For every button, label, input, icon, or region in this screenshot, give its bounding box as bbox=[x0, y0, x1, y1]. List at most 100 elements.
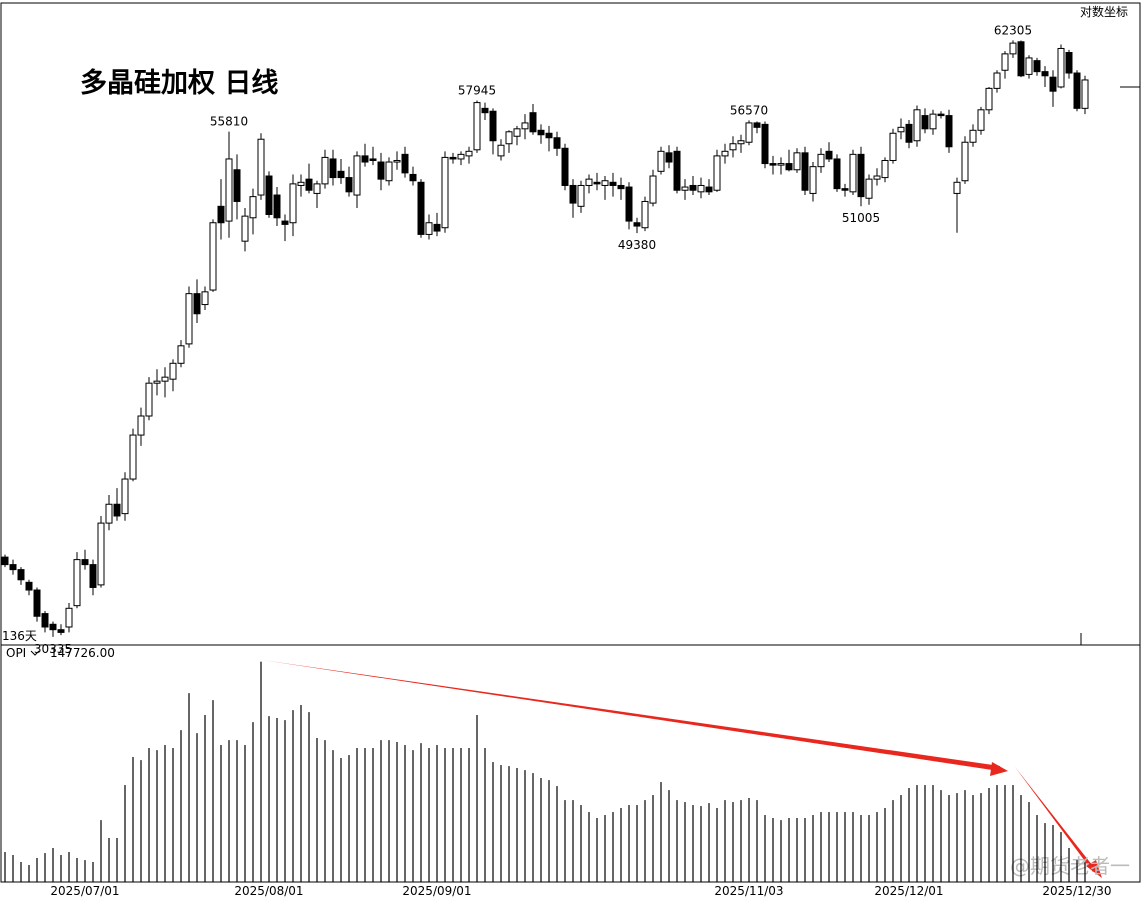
candle-body bbox=[937, 113, 945, 117]
candle-body bbox=[833, 158, 841, 190]
candle-body bbox=[313, 183, 321, 194]
candle-body bbox=[489, 110, 497, 142]
candle-body bbox=[1009, 42, 1017, 55]
candle-body bbox=[1049, 76, 1057, 92]
candle-body bbox=[233, 169, 241, 202]
candle-body bbox=[217, 205, 225, 224]
candle-body bbox=[697, 184, 705, 193]
candle-body bbox=[705, 186, 713, 193]
candle-body bbox=[337, 170, 345, 179]
candle-body bbox=[865, 178, 873, 199]
candle-body bbox=[529, 112, 537, 133]
candle-body bbox=[961, 141, 969, 182]
candle-body bbox=[257, 138, 265, 196]
high-label: 62305 bbox=[994, 23, 1032, 37]
candle-body bbox=[609, 181, 617, 186]
candle-body bbox=[913, 109, 921, 142]
candle-body bbox=[921, 115, 929, 130]
candle-body bbox=[1041, 71, 1049, 77]
candle-body bbox=[481, 107, 489, 114]
candle-body bbox=[89, 564, 97, 588]
candle-body bbox=[33, 589, 41, 617]
candle-body bbox=[497, 144, 505, 157]
candle-body bbox=[889, 132, 897, 161]
candle-body bbox=[97, 522, 105, 586]
low-label: 51005 bbox=[842, 211, 880, 225]
candle-body bbox=[369, 158, 377, 161]
candle-body bbox=[329, 158, 337, 179]
candle-body bbox=[465, 150, 473, 157]
candle-body bbox=[849, 153, 857, 193]
candle-body bbox=[377, 161, 385, 180]
candle-body bbox=[825, 150, 833, 160]
candle-body bbox=[473, 102, 481, 151]
arrow-shaft bbox=[1015, 767, 1096, 872]
high-label: 57945 bbox=[458, 84, 496, 98]
candle-body bbox=[625, 186, 633, 222]
candle-body bbox=[1001, 53, 1009, 71]
candle-body bbox=[401, 153, 409, 174]
candle-body bbox=[169, 362, 177, 380]
candle-body bbox=[225, 158, 233, 222]
candle-body bbox=[145, 382, 153, 417]
candle-body bbox=[265, 175, 273, 215]
candle-body bbox=[201, 291, 209, 306]
candle-body bbox=[505, 131, 513, 145]
price-panel-frame bbox=[0, 2, 1141, 646]
candle-body bbox=[441, 156, 449, 229]
candle-body bbox=[193, 293, 201, 315]
candle-body bbox=[49, 623, 57, 631]
candle-body bbox=[593, 181, 601, 185]
x-tick-label: 2025/09/01 bbox=[402, 884, 471, 898]
candle-body bbox=[841, 188, 849, 191]
candle-body bbox=[289, 183, 297, 224]
x-tick-label: 2025/11/03 bbox=[714, 884, 783, 898]
candle-body bbox=[929, 113, 937, 130]
candle-body bbox=[649, 175, 657, 204]
candle-body bbox=[881, 159, 889, 179]
oi-name: OPI bbox=[6, 646, 26, 660]
candle-body bbox=[633, 222, 641, 227]
x-tick-label: 2025/08/01 bbox=[234, 884, 303, 898]
candle-body bbox=[73, 559, 81, 607]
candle-body bbox=[345, 177, 353, 193]
x-tick-label: 2025/12/30 bbox=[1042, 884, 1111, 898]
candle-body bbox=[601, 180, 609, 186]
candle-body bbox=[537, 129, 545, 136]
candle-body bbox=[953, 181, 961, 194]
candle-body bbox=[417, 181, 425, 235]
arrow-shaft bbox=[262, 660, 1000, 771]
candle-body bbox=[665, 152, 673, 163]
candle-body bbox=[1073, 72, 1081, 109]
candle-body bbox=[81, 559, 89, 566]
candle-body bbox=[25, 581, 33, 591]
candle-body bbox=[993, 72, 1001, 89]
candle-body bbox=[809, 166, 817, 194]
candle-body bbox=[41, 613, 49, 628]
high-label: 56570 bbox=[730, 103, 768, 117]
candle-body bbox=[393, 159, 401, 163]
candle-body bbox=[137, 415, 145, 436]
oi-panel-frame bbox=[0, 644, 1141, 883]
dropdown-chevron[interactable] bbox=[30, 650, 40, 656]
candle-body bbox=[801, 152, 809, 191]
candle-body bbox=[409, 173, 417, 182]
candle-body bbox=[65, 607, 73, 628]
candle-body bbox=[305, 178, 313, 191]
candle-body bbox=[249, 196, 257, 219]
high-label: 55810 bbox=[210, 115, 248, 129]
trend-arrows bbox=[262, 660, 1102, 878]
candle-body bbox=[569, 184, 577, 204]
candle-body bbox=[1081, 79, 1089, 109]
candle-body bbox=[1057, 47, 1065, 88]
candle-body bbox=[129, 434, 137, 480]
candle-body bbox=[905, 123, 913, 143]
candle-body bbox=[761, 123, 769, 165]
candle-body bbox=[57, 629, 65, 633]
candle-body bbox=[241, 215, 249, 242]
candle-body bbox=[185, 293, 193, 345]
candle-body bbox=[785, 163, 793, 171]
candle-body bbox=[673, 150, 681, 191]
candle-body bbox=[153, 380, 161, 384]
